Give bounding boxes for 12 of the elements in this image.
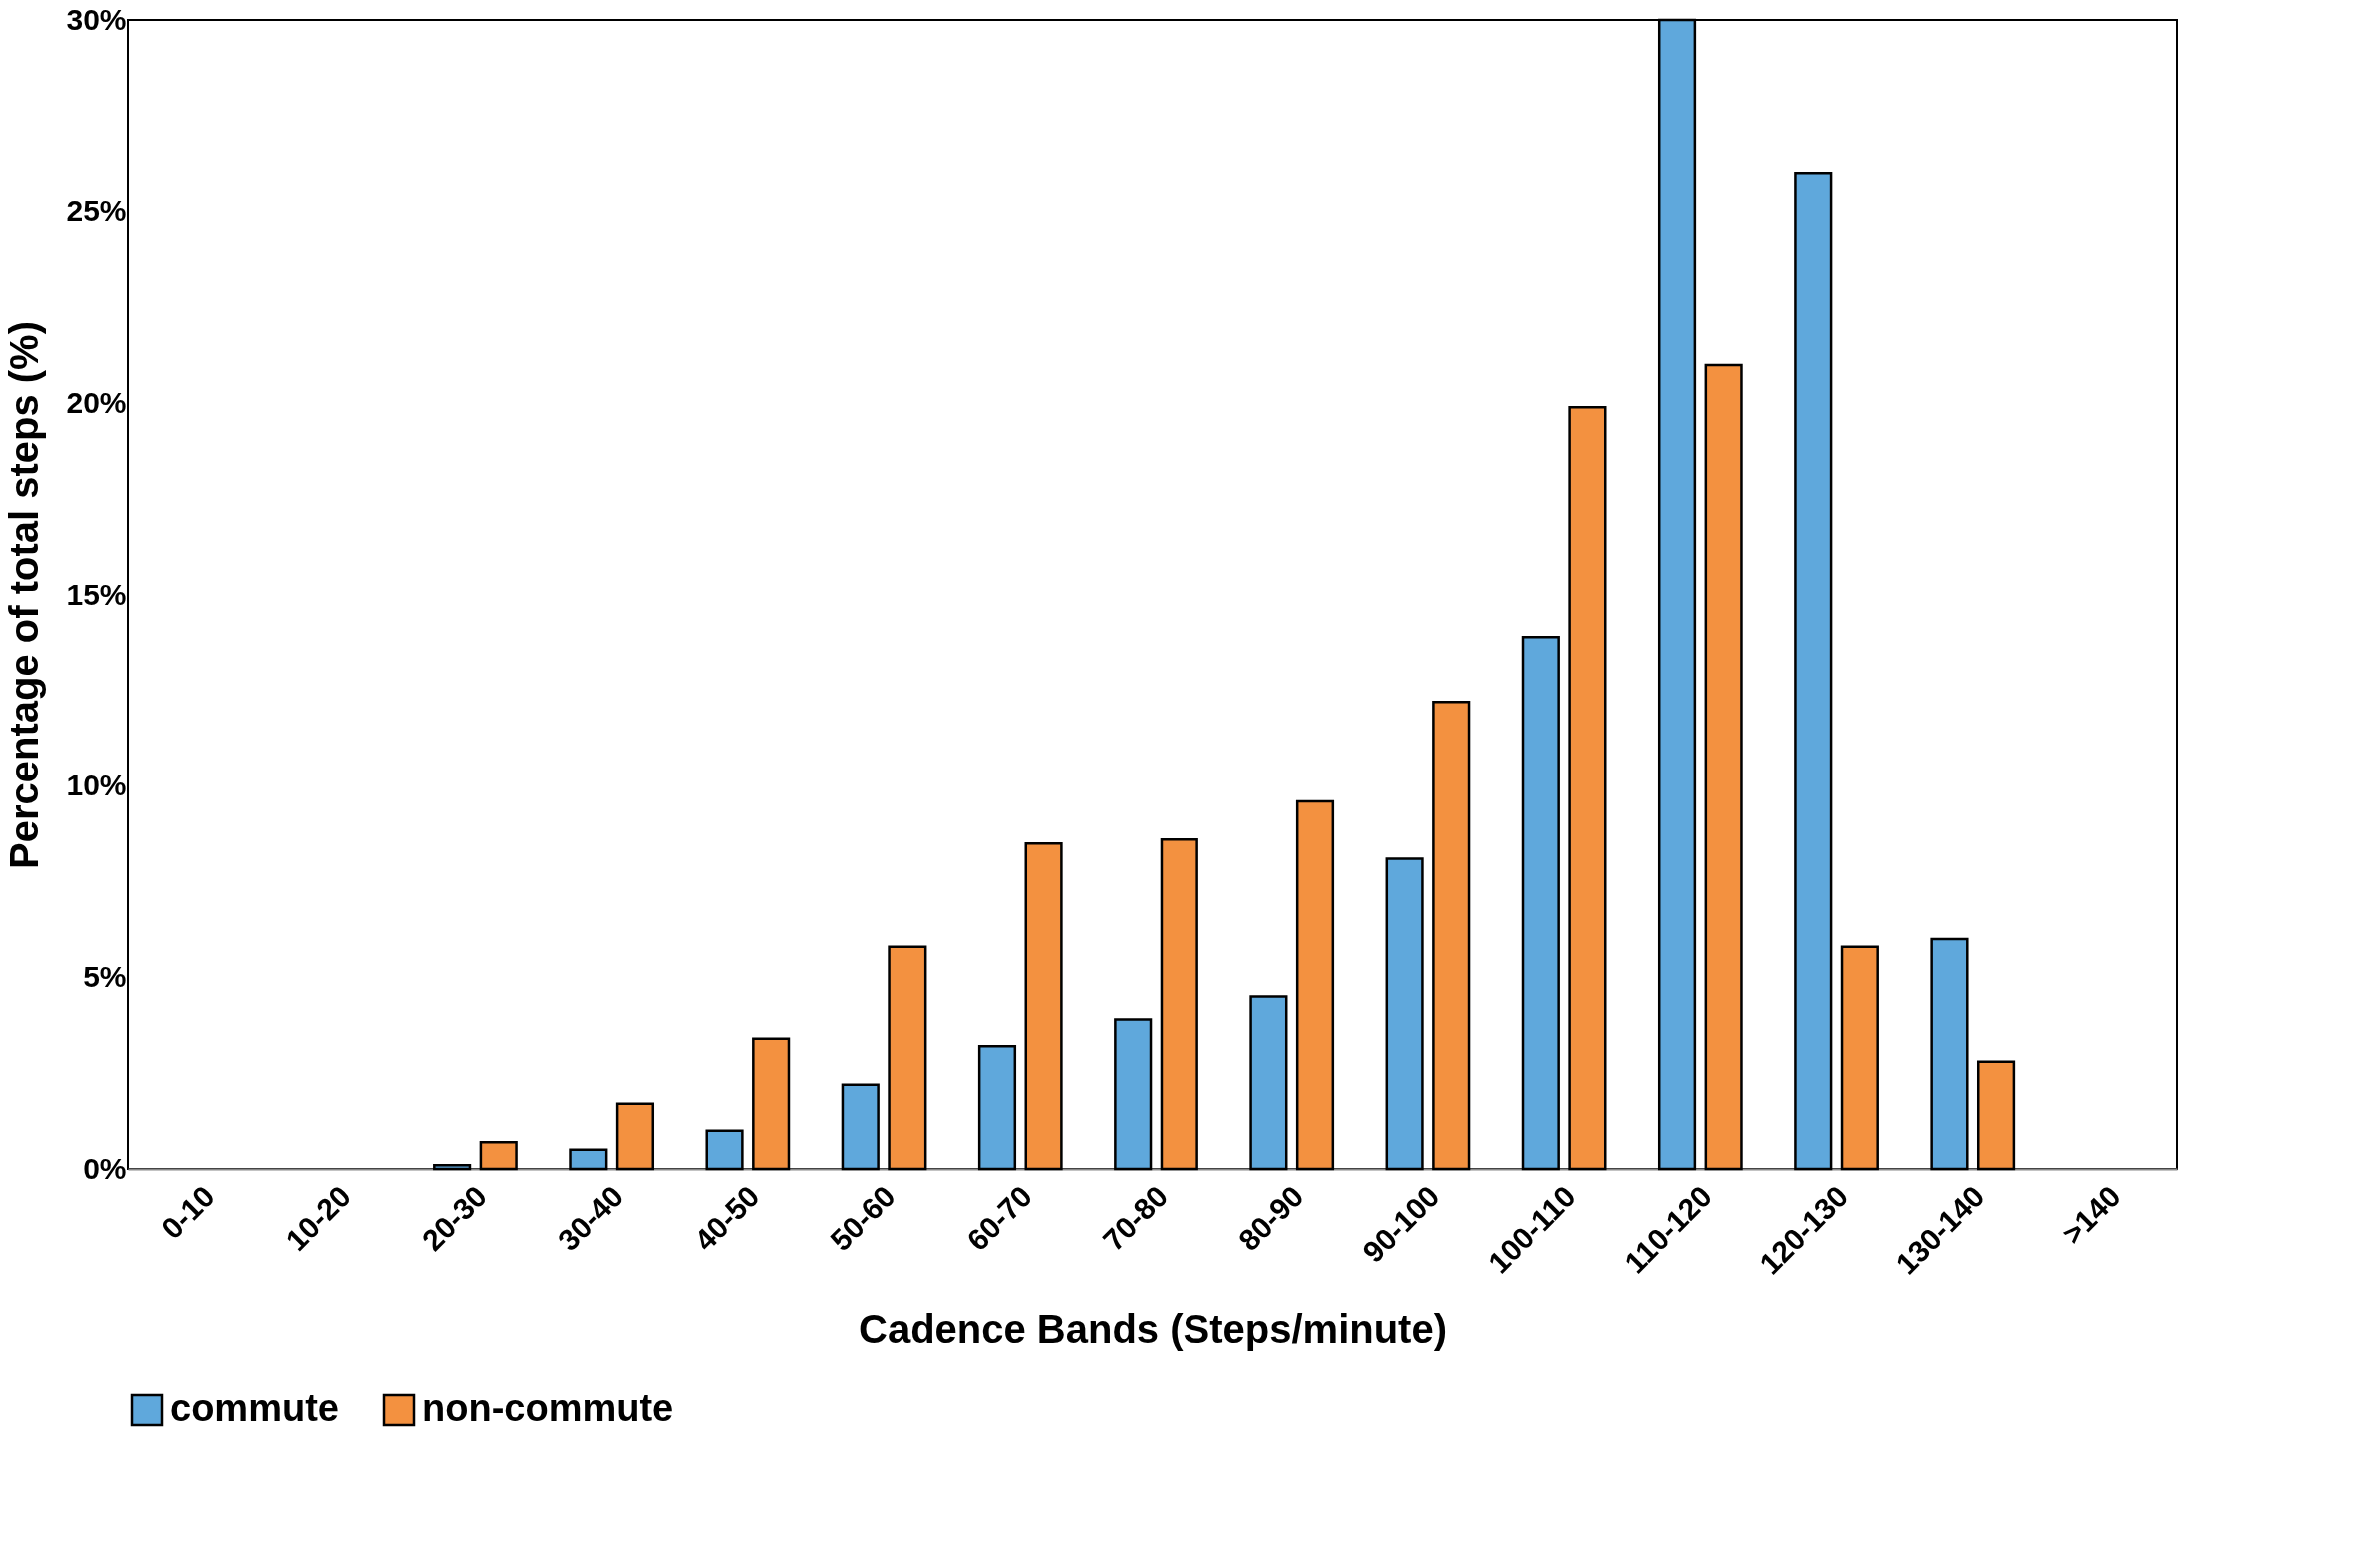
- legend-label: non-commute: [422, 1387, 674, 1429]
- y-tick-label: 20%: [66, 385, 127, 419]
- x-axis-title: Cadence Bands (Steps/minute): [858, 1306, 1448, 1351]
- y-axis-title: Percentage of total steps (%): [2, 320, 47, 870]
- y-tick-label: 5%: [83, 959, 127, 993]
- y-tick-label: 25%: [66, 194, 127, 228]
- x-tick-label: 0-10: [154, 1179, 221, 1246]
- y-tick-label: 30%: [66, 2, 127, 36]
- y-tick-label: 15%: [66, 577, 127, 611]
- y-tick-label: 0%: [83, 1151, 127, 1185]
- legend-label: commute: [170, 1387, 339, 1429]
- y-tick-label: 10%: [66, 769, 127, 802]
